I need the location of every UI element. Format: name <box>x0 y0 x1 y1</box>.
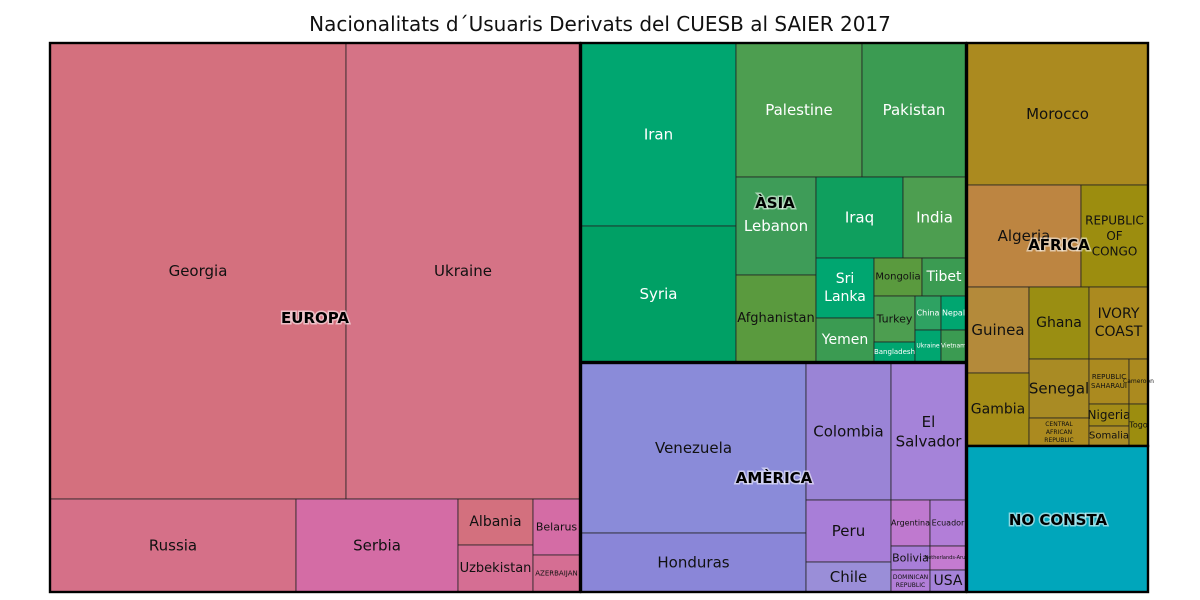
group-label-no-consta: NO CONSTA <box>1009 511 1108 529</box>
treemap-cell-guinea <box>966 286 1030 374</box>
cell-label-lebanon: Lebanon <box>744 217 808 235</box>
treemap-cell-tibet <box>921 257 967 297</box>
cell-label-china: China <box>917 309 940 318</box>
group-africa: Morocco Algeria REPUBLIC OF CONGO Guinea Ghana… <box>965 41 1154 448</box>
cell-label-azerbaijan: AZERBAIJAN <box>535 570 578 578</box>
treemap-cell-india <box>902 176 967 259</box>
cell-label-cameroon: Cameroon <box>1123 378 1154 385</box>
cell-label-iran: Iran <box>644 126 673 144</box>
treemap-frame <box>49 42 1149 593</box>
cell-label-palestine: Palestine <box>765 101 833 119</box>
group-label-europa: EUROPA <box>281 309 349 327</box>
cell-label-albania: Albania <box>469 514 521 530</box>
cell-label-uzbekistan: Uzbekistan <box>460 561 532 576</box>
treemap-cell-algeria <box>966 184 1082 288</box>
cell-label-syria: Syria <box>640 285 678 303</box>
cell-label-morocco: Morocco <box>1026 105 1089 123</box>
cell-label-turkey: Turkey <box>876 313 913 326</box>
cell-label-russia: Russia <box>149 537 197 555</box>
treemap-cell-pakistan <box>861 42 967 178</box>
treemap-cell-belarus <box>532 498 581 556</box>
cell-label-argentina: Argentina <box>891 519 930 528</box>
cell-label-ghana: Ghana <box>1036 315 1082 331</box>
treemap-cell-netherlands-aruba <box>929 545 967 571</box>
treemap-cell-afghanistan <box>735 274 817 363</box>
cell-label-mongolia: Mongolia <box>875 272 920 283</box>
treemap-cell-morocco <box>966 42 1149 186</box>
cell-label-ecuador: Ecuador <box>932 519 965 528</box>
cell-label-tibet: Tibet <box>926 269 963 285</box>
cell-label-nigeria: Nigeria <box>1088 408 1131 422</box>
treemap-cell-ghana <box>1028 286 1090 360</box>
cell-label-togo: Togo <box>1128 421 1148 430</box>
group-am-rica: Venezuela Honduras Colombia El Salvador Peru C… <box>579 361 972 594</box>
treemap-cell-republic-of-congo <box>1080 184 1149 288</box>
group-europa: Georgia Ukraine Russia Serbia Albania Uzbekis… <box>48 41 582 594</box>
cell-label-ivory-coast: IVORY COAST <box>1095 306 1143 340</box>
cell-label-algeria: Algeria <box>998 227 1051 245</box>
treemap-cell-venezuela <box>580 362 807 534</box>
cell-label-netherlands-aruba: Netherlands-Aruba <box>924 555 971 561</box>
cell-label-india: India <box>916 209 953 227</box>
treemap-cell-republic-saharaui <box>1088 358 1130 405</box>
cell-label-afghanistan: Afghanistan <box>737 311 814 326</box>
cell-label-ukraine: Ukraine <box>916 343 939 350</box>
cell-label-ukraine: Ukraine <box>434 262 492 280</box>
treemap-cell-iraq <box>815 176 904 259</box>
cell-label-venezuela: Venezuela <box>655 439 732 457</box>
cell-label-georgia: Georgia <box>169 262 228 280</box>
treemap-cell-ivory-coast <box>1088 286 1149 360</box>
treemap-cell-georgia <box>49 42 347 500</box>
cell-label-central-african-republic: CENTRAL AFRICAN REPUBLIC <box>1044 421 1073 444</box>
treemap-cell-ecuador <box>929 499 967 547</box>
treemap-cell-russia <box>49 498 297 593</box>
cell-label-chile: Chile <box>830 568 868 586</box>
cell-label-peru: Peru <box>832 522 865 540</box>
cell-label-iraq: Iraq <box>845 209 874 227</box>
treemap-cell-argentina <box>890 499 931 547</box>
treemap-cell-lebanon <box>735 176 817 276</box>
cell-label-senegal: Senegal <box>1029 380 1089 398</box>
treemap-cell-azerbaijan <box>532 554 581 593</box>
cell-label-yemen: Yemen <box>821 332 868 348</box>
group-sia: Iran Syria Palestine Pakistan Lebanon Afghani… <box>579 41 968 364</box>
cell-label-sri-lanka: Sri Lanka <box>824 271 866 305</box>
treemap-cell-peru <box>805 499 892 563</box>
treemap-cell-central-african-republic <box>1028 417 1090 447</box>
cell-label-belarus: Belarus <box>536 521 578 534</box>
treemap-cell-vietnam <box>940 329 967 363</box>
treemap-cell-iran <box>580 42 737 227</box>
cell-label-gambia: Gambia <box>971 402 1025 418</box>
cell-label-serbia: Serbia <box>353 537 401 555</box>
cell-label-pakistan: Pakistan <box>883 101 946 119</box>
cell-label-somalia: Somalia <box>1089 431 1129 442</box>
cell-label-honduras: Honduras <box>657 554 729 572</box>
treemap-cell-gambia <box>966 372 1030 447</box>
treemap-cell-honduras <box>580 532 807 593</box>
treemap-cell-palestine <box>735 42 863 178</box>
cell-label-bangladesh: Bangladesh <box>874 348 915 356</box>
group-label-am-rica: AMÈRICA <box>736 468 813 487</box>
cell-label-nepal: Nepal <box>942 309 965 318</box>
treemap-cell-yemen <box>815 317 875 363</box>
treemap-cell-chile <box>805 561 892 593</box>
cell-label-usa: USA <box>934 573 963 589</box>
treemap-cell-no-consta <box>966 445 1149 593</box>
cell-label-el-salvador: El Salvador <box>896 413 963 451</box>
cell-label-colombia: Colombia <box>813 423 884 441</box>
cell-label-guinea: Guinea <box>971 321 1024 339</box>
treemap-cell-turkey <box>873 295 916 343</box>
cell-label-vietnam: Vietnam <box>941 343 966 350</box>
cell-label-republic-of-congo: REPUBLIC OF CONGO <box>1085 213 1144 258</box>
treemap-cell-sri-lanka <box>815 257 875 319</box>
cell-label-dominican-republic: DOMINICAN REPUBLIC <box>893 574 928 589</box>
chart-title: Nacionalitats d´Usuaris Derivats del CUE… <box>309 12 891 36</box>
cell-label-bolivia: Bolivia <box>892 552 929 565</box>
group-label-africa: AFRICA <box>1028 236 1090 254</box>
treemap-cell-senegal <box>1028 358 1090 419</box>
cell-label-republic-saharaui: REPUBLIC SAHARAUI <box>1091 373 1127 390</box>
group-label-sia: ÀSIA <box>755 193 795 212</box>
treemap-cell-bolivia <box>890 545 931 571</box>
